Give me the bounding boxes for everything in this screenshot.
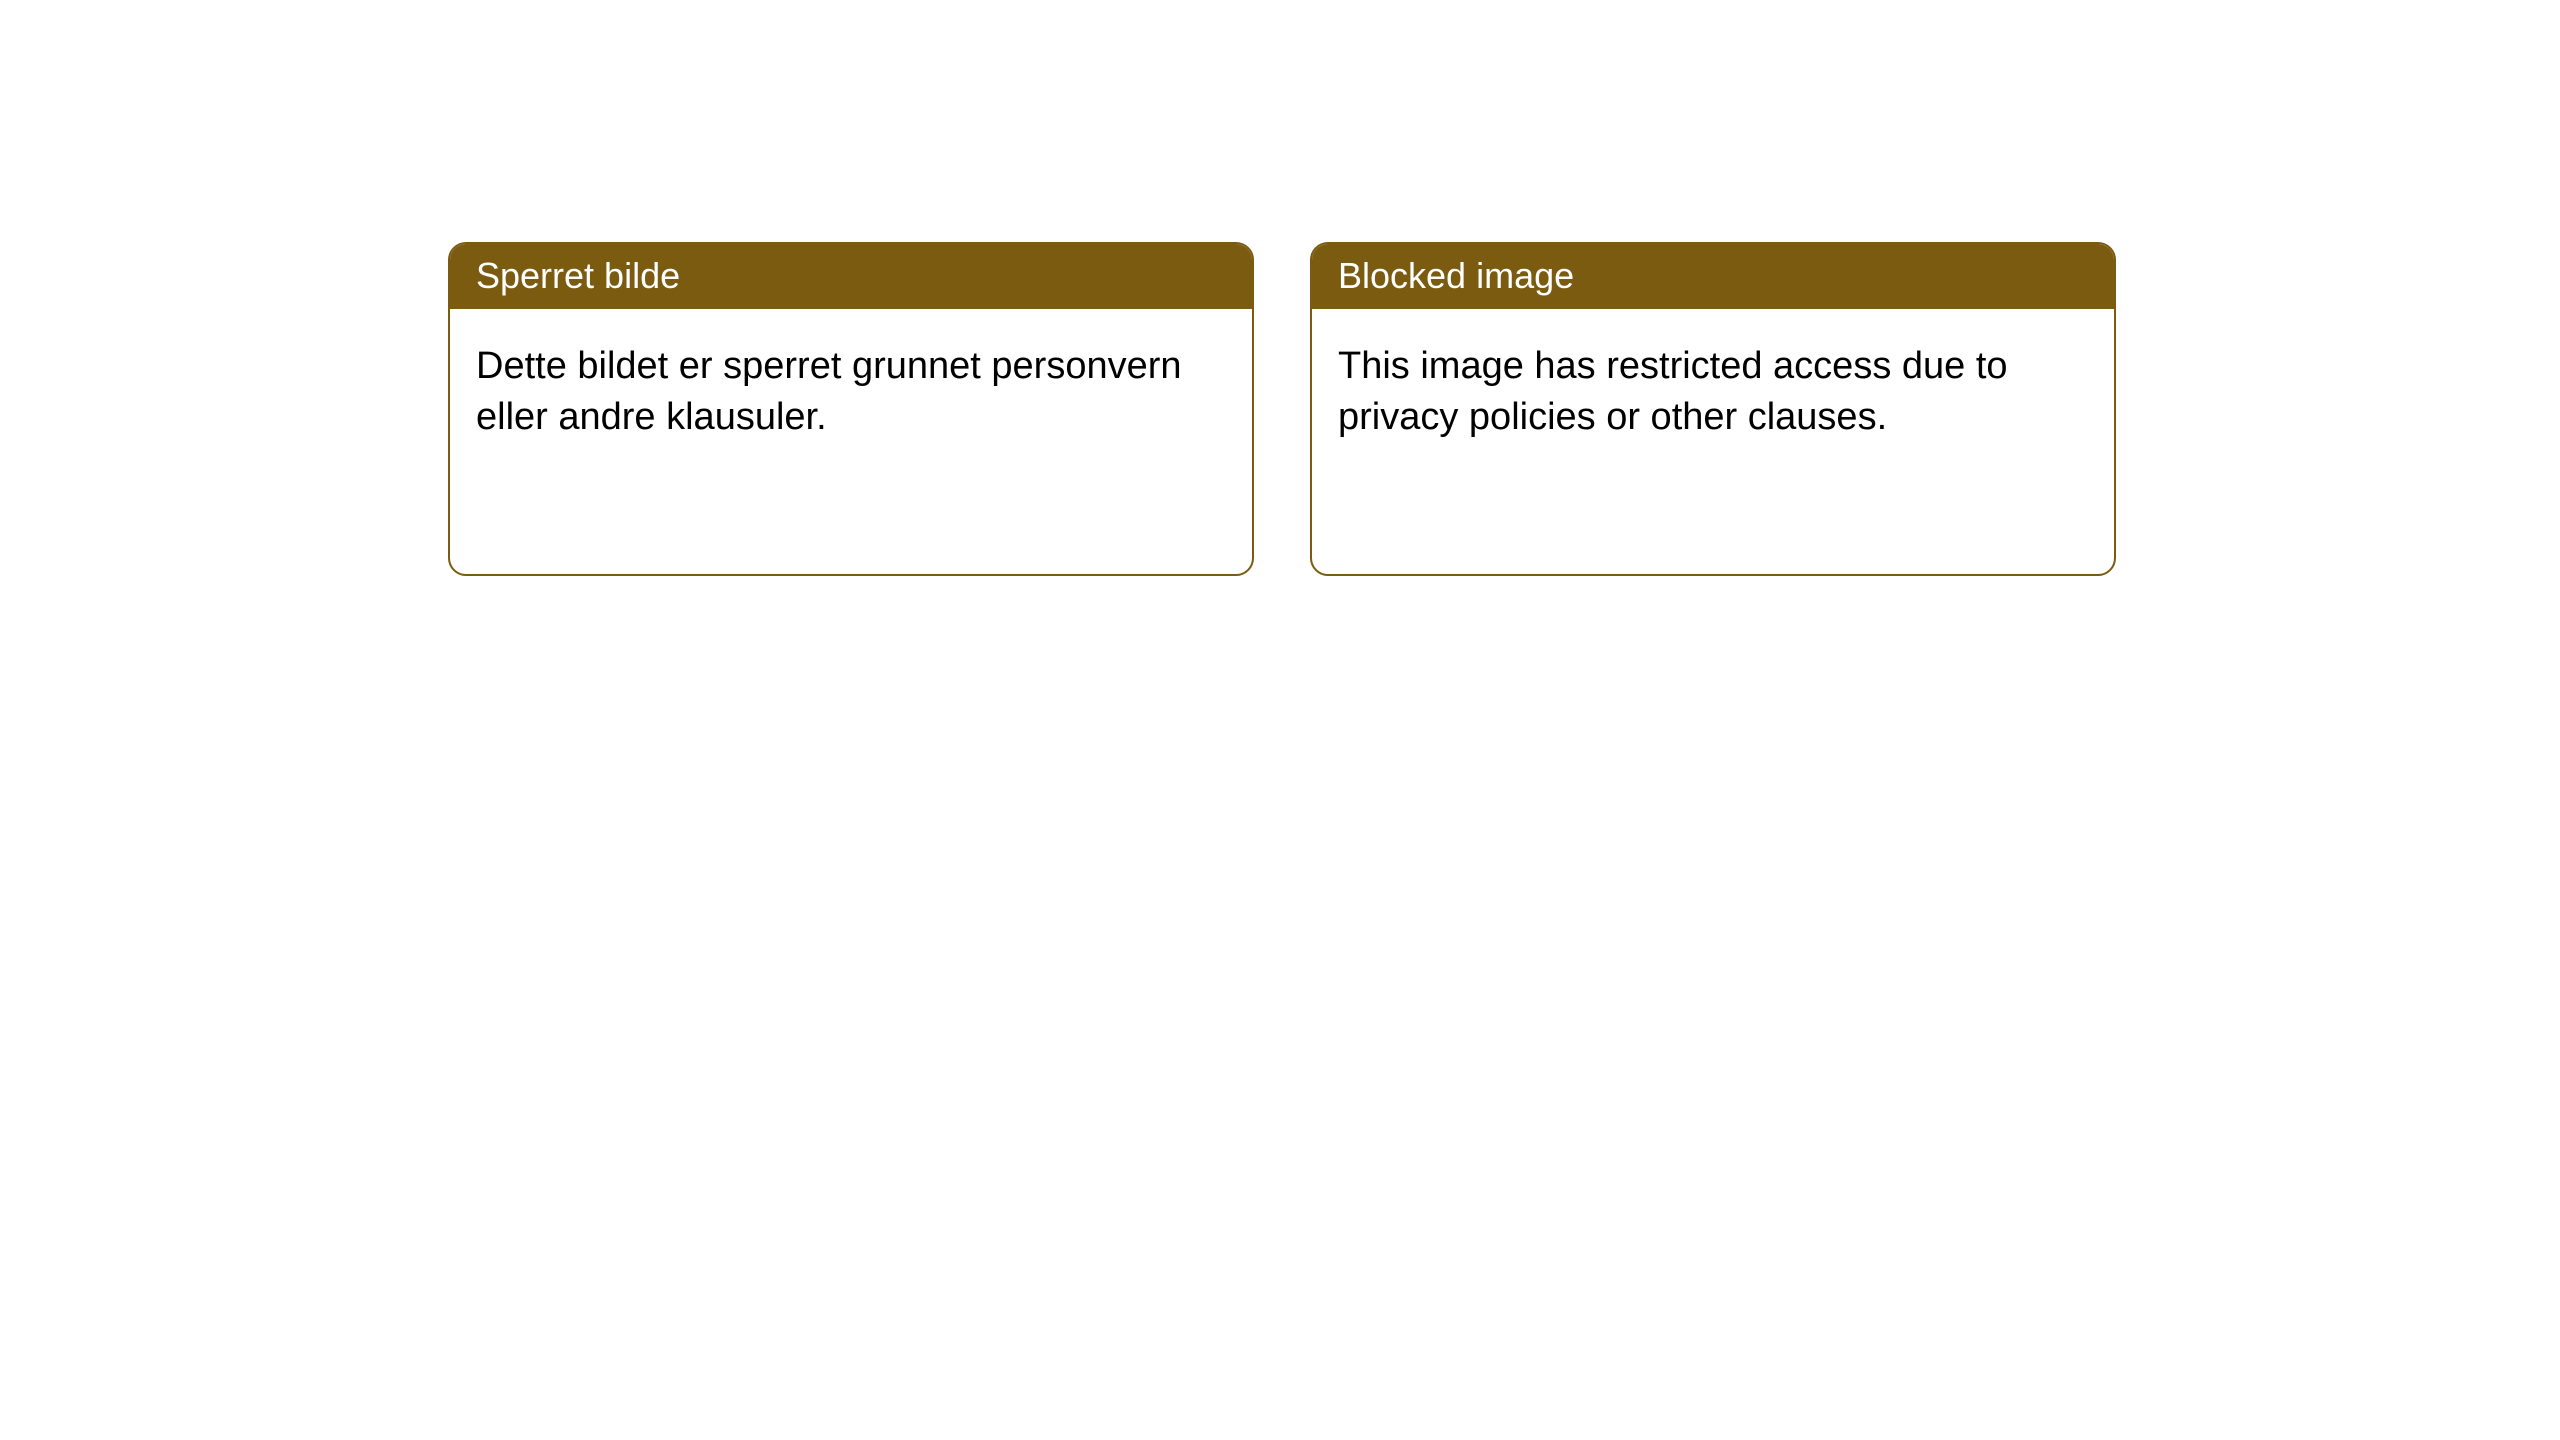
card-title: Blocked image	[1312, 244, 2114, 309]
card-body-text: This image has restricted access due to …	[1312, 309, 2114, 470]
notice-cards-container: Sperret bilde Dette bildet er sperret gr…	[0, 0, 2560, 576]
card-body-text: Dette bildet er sperret grunnet personve…	[450, 309, 1252, 470]
notice-card-english: Blocked image This image has restricted …	[1310, 242, 2116, 576]
card-title: Sperret bilde	[450, 244, 1252, 309]
notice-card-norwegian: Sperret bilde Dette bildet er sperret gr…	[448, 242, 1254, 576]
